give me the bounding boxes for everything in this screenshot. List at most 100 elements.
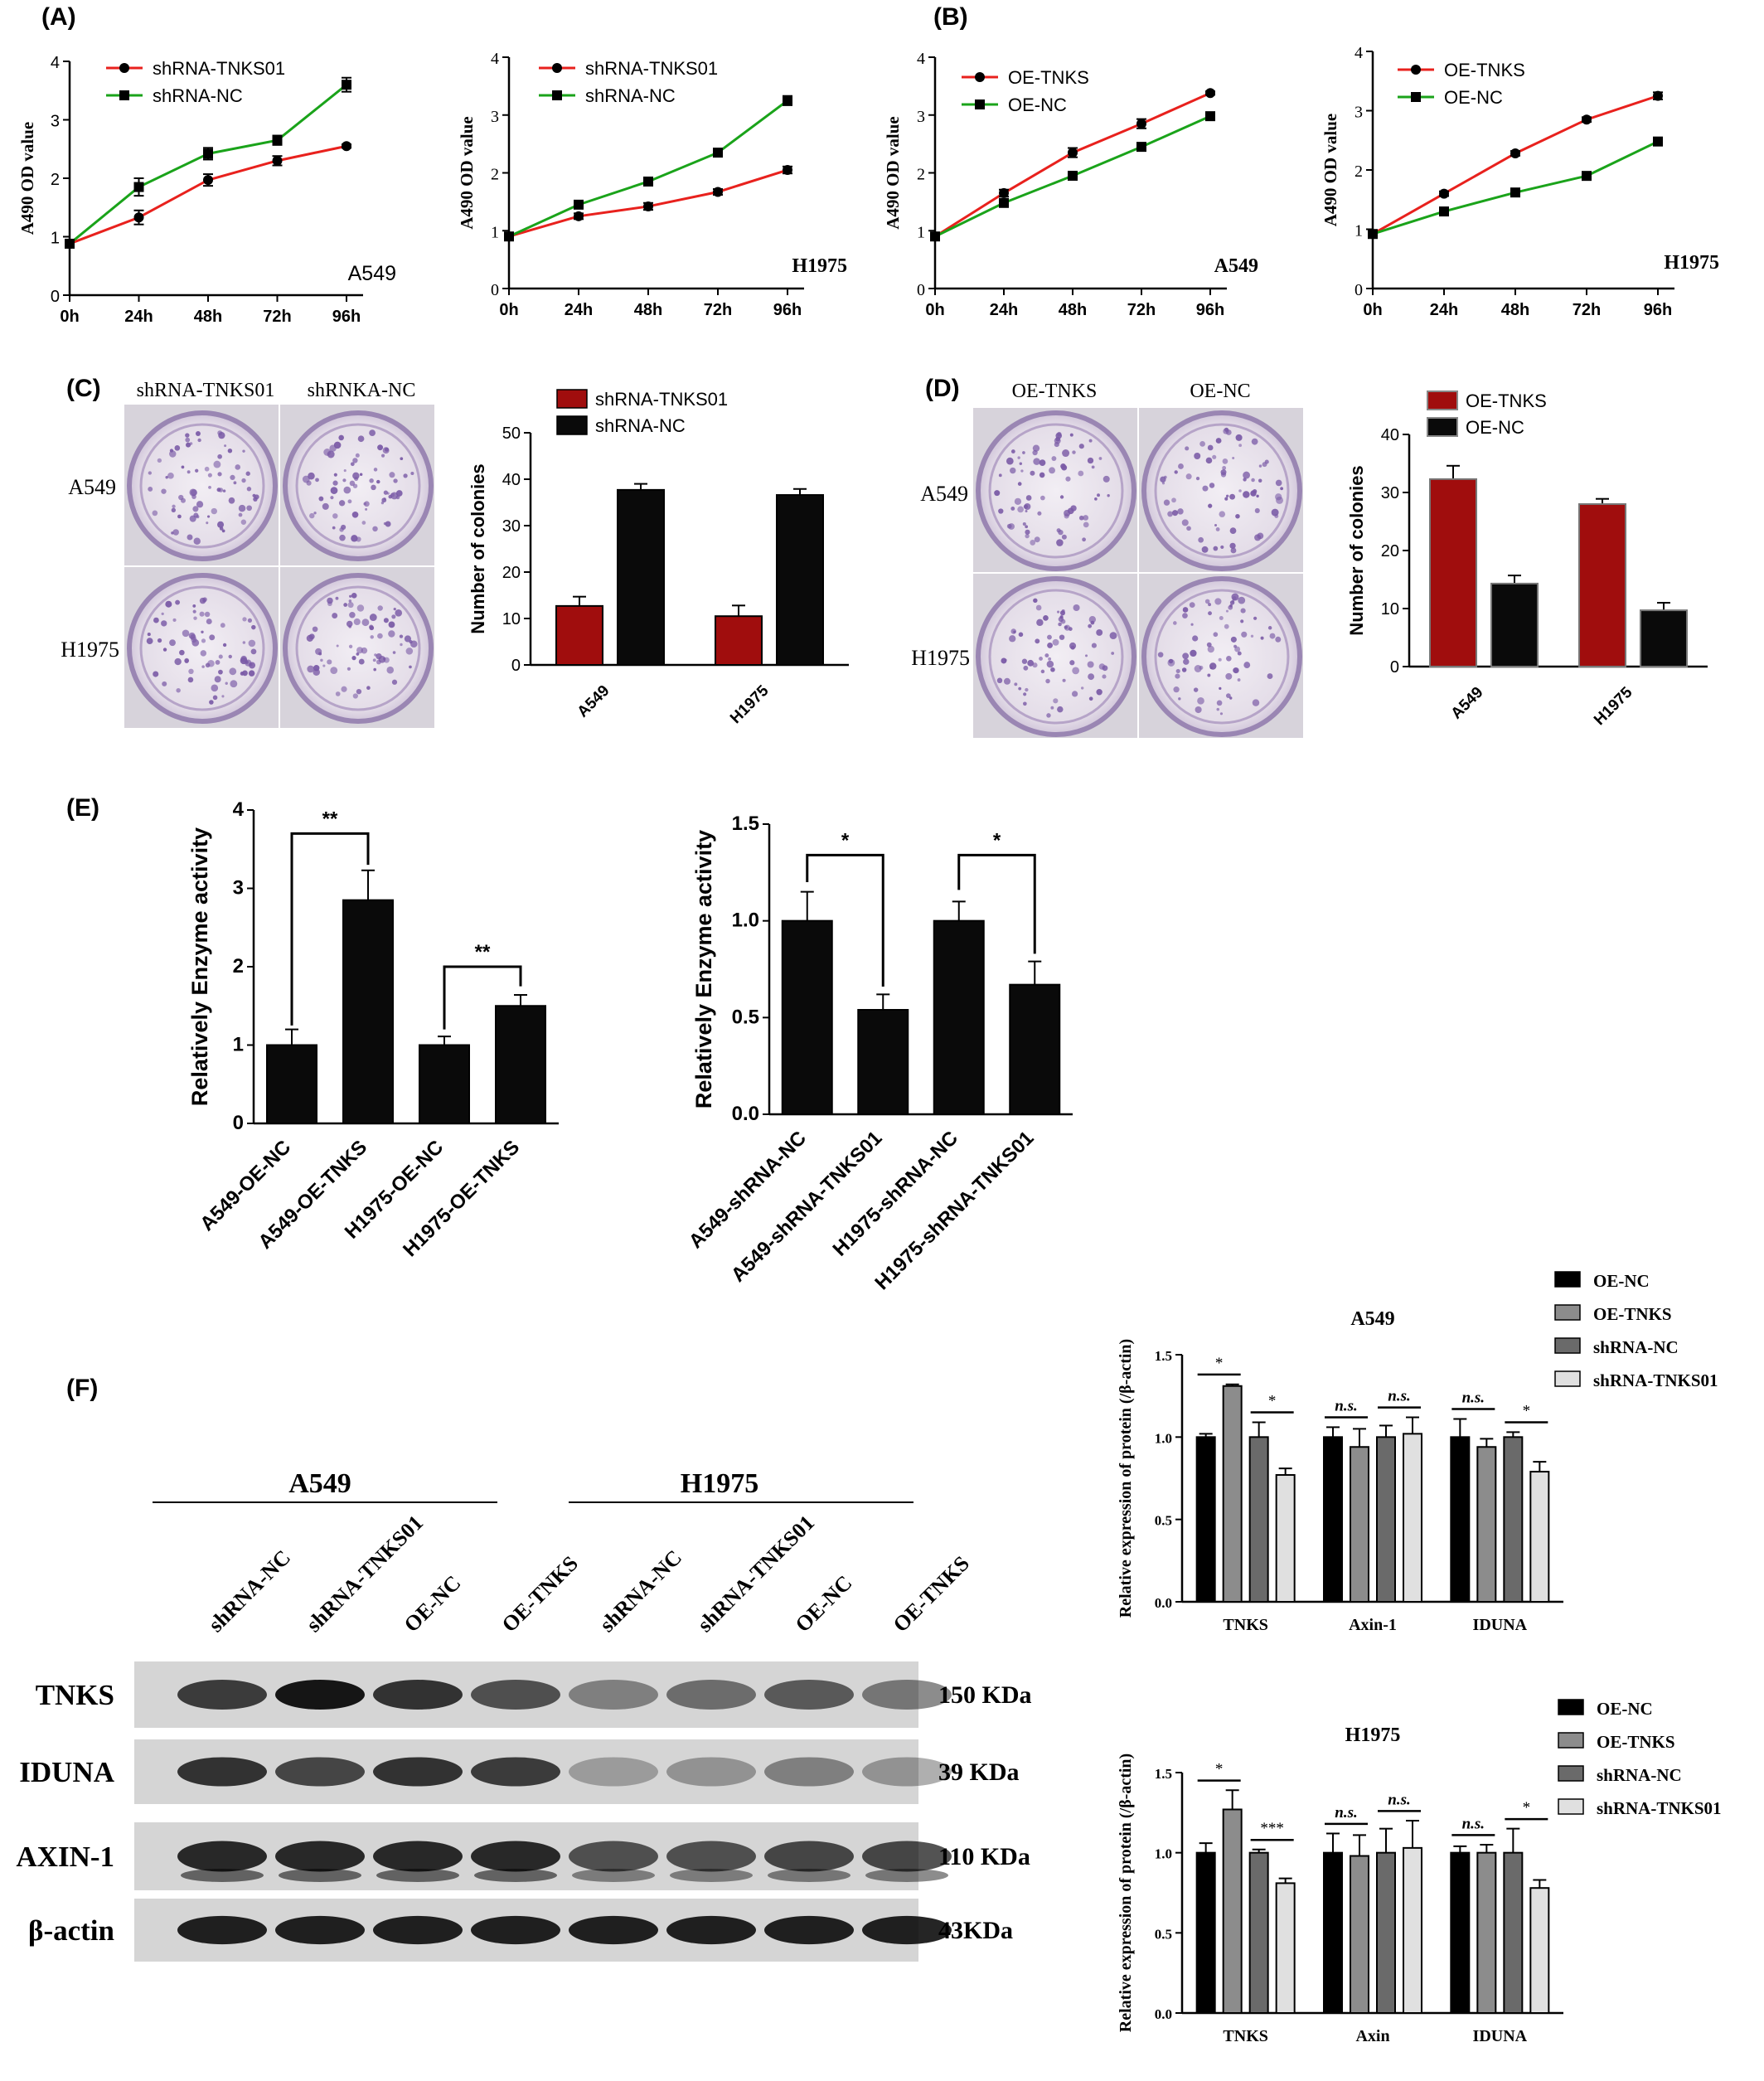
colony <box>369 429 376 437</box>
colony <box>1175 668 1180 674</box>
blot-band <box>862 1915 952 1945</box>
colony <box>1025 495 1032 501</box>
blot-band <box>471 1841 560 1872</box>
y-tick-label: 2 <box>917 166 925 184</box>
bar <box>776 494 824 666</box>
bar <box>1640 609 1688 667</box>
colony <box>215 660 220 665</box>
data-point <box>342 80 351 90</box>
colony <box>1109 632 1117 639</box>
data-point <box>272 155 283 166</box>
colony <box>1071 691 1078 697</box>
plate-well <box>127 573 278 724</box>
colony <box>191 638 200 647</box>
colony <box>217 454 222 459</box>
series-line <box>934 91 1211 238</box>
colony <box>1232 456 1235 459</box>
colony <box>403 473 408 478</box>
colony <box>332 513 338 519</box>
colony <box>1215 438 1222 444</box>
colony <box>1001 657 1007 664</box>
colony <box>169 639 176 647</box>
colony <box>1207 645 1214 653</box>
significance-bracket <box>290 832 370 1026</box>
colony <box>1040 669 1045 674</box>
colony <box>1050 667 1055 672</box>
colony <box>1157 652 1164 657</box>
colony <box>1238 489 1242 492</box>
colony <box>1185 446 1190 451</box>
series-line <box>69 84 347 245</box>
colony <box>994 490 1001 497</box>
colony <box>1098 663 1106 670</box>
colony <box>318 652 322 656</box>
colony <box>1091 465 1095 469</box>
legend-label: OE-NC <box>1593 1271 1650 1291</box>
colony <box>1193 687 1199 692</box>
colony <box>395 490 403 497</box>
colony <box>1207 673 1211 677</box>
colony <box>230 474 235 481</box>
colony <box>338 500 346 507</box>
bar <box>1222 1808 1243 2014</box>
colony <box>152 510 158 517</box>
colony <box>1271 508 1279 517</box>
colony <box>1167 511 1173 517</box>
colony <box>1053 698 1059 704</box>
x-tick-label: 48h <box>1501 301 1529 319</box>
colony <box>405 648 414 655</box>
colony <box>1219 712 1224 715</box>
x-tick-label: 72h <box>263 308 291 326</box>
colony <box>1010 628 1016 634</box>
colony <box>1096 629 1103 636</box>
plate-well <box>1141 410 1302 571</box>
protein-label: TNKS <box>36 1679 114 1711</box>
colony <box>1225 609 1228 613</box>
colony <box>341 686 347 692</box>
colony <box>1008 523 1015 530</box>
colony <box>246 505 252 512</box>
blot-band <box>862 1757 952 1787</box>
y-tick-label: 4 <box>233 798 245 821</box>
colony <box>169 449 174 453</box>
colony <box>395 609 403 617</box>
colony <box>1250 490 1257 497</box>
colony <box>1058 622 1062 627</box>
colony <box>1048 657 1052 661</box>
blot-band <box>177 1757 267 1787</box>
bar <box>1450 1851 1471 2015</box>
y-tick-label: 1 <box>51 230 60 248</box>
x-tick-label: 0h <box>499 301 518 319</box>
data-point <box>1368 229 1378 240</box>
y-tick-label: 3 <box>491 108 499 126</box>
colony <box>192 604 196 608</box>
protein-label: IDUNA <box>19 1756 114 1788</box>
colony <box>153 617 159 623</box>
colony <box>1243 478 1247 482</box>
bar <box>1323 1436 1343 1603</box>
colony <box>1243 471 1250 479</box>
blot-band <box>569 1915 658 1945</box>
colony <box>1033 598 1038 604</box>
legend-marker <box>552 90 562 100</box>
legend-label: OE-TNKS <box>1008 67 1089 88</box>
x-tick-label: IDUNA <box>1473 2027 1528 2045</box>
colony <box>1226 656 1232 662</box>
colony <box>1051 456 1057 461</box>
x-tick-label: Axin-1 <box>1349 1616 1397 1634</box>
y-tick-label: 1.5 <box>1155 1766 1172 1782</box>
plate-rim <box>295 585 421 711</box>
chart-title: A549 <box>1350 1308 1394 1330</box>
colony <box>1088 616 1097 623</box>
bar <box>1248 1851 1269 2015</box>
colony <box>348 644 353 648</box>
colony <box>1222 458 1228 464</box>
colony <box>1023 504 1029 509</box>
colony <box>1252 699 1260 706</box>
x-tick-label: 48h <box>1059 301 1087 319</box>
colony <box>306 480 312 486</box>
data-point <box>1068 170 1078 181</box>
colony <box>1043 614 1049 621</box>
colony <box>167 473 174 479</box>
colony <box>1025 510 1028 513</box>
